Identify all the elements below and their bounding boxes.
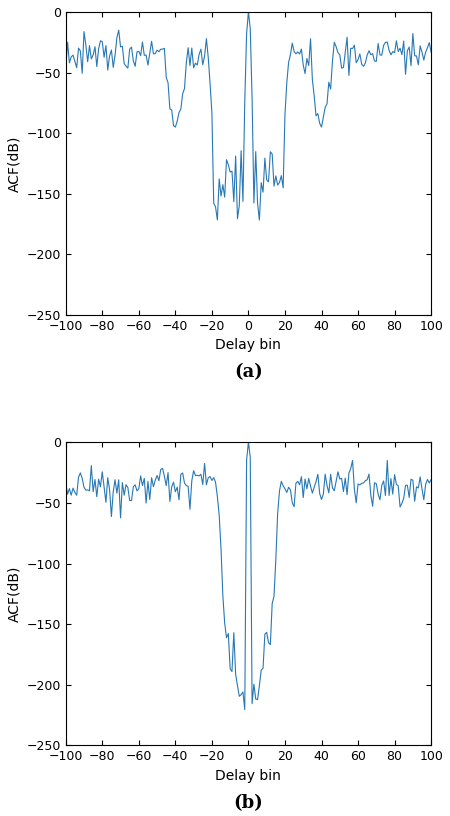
Y-axis label: ACF(dB): ACF(dB): [7, 565, 21, 622]
X-axis label: Delay bin: Delay bin: [216, 339, 281, 353]
X-axis label: Delay bin: Delay bin: [216, 769, 281, 783]
Text: (b): (b): [234, 794, 263, 812]
Y-axis label: ACF(dB): ACF(dB): [7, 135, 21, 192]
Text: (a): (a): [234, 363, 263, 382]
